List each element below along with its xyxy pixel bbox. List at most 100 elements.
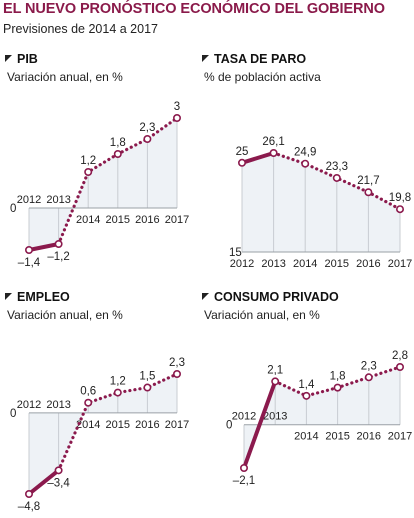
panel-title: TASA DE PARO — [202, 52, 306, 66]
data-point-2016 — [364, 188, 373, 197]
panel-subtitle: Variación anual, en % — [7, 70, 123, 84]
data-point-2015 — [333, 383, 342, 392]
x-tick-label-2012: 2012 — [17, 399, 41, 411]
area-fill — [242, 153, 400, 252]
series-line-observed — [242, 379, 278, 470]
data-point-2013 — [269, 149, 278, 158]
data-label-2017: 19,8 — [389, 192, 411, 204]
area-fill — [29, 374, 177, 494]
triangle-icon — [5, 293, 12, 300]
data-label-2017: 2,8 — [392, 350, 408, 362]
data-point-2017 — [173, 113, 182, 122]
triangle-icon — [5, 55, 12, 62]
data-point-2015 — [113, 150, 122, 159]
data-point-2015 — [332, 173, 341, 182]
x-tick-label-2017: 2017 — [165, 419, 189, 431]
data-label-2014: 24,9 — [294, 147, 316, 159]
data-label-2014: 1,2 — [80, 155, 96, 167]
panel-title-text: TASA DE PARO — [214, 52, 307, 66]
data-point-2014 — [84, 168, 93, 177]
x-tick-label-2016: 2016 — [356, 258, 380, 270]
x-tick-label-2015: 2015 — [325, 258, 349, 270]
data-label-2013: –3,4 — [47, 477, 70, 489]
data-label-2013: 2,1 — [267, 364, 283, 376]
x-tick-label-2017: 2017 — [388, 258, 412, 270]
x-tick-label-2014: 2014 — [293, 258, 317, 270]
panel-title: EMPLEO — [5, 290, 70, 304]
panel-title-text: CONSUMO PRIVADO — [214, 290, 339, 304]
data-label-2014: 1,4 — [298, 379, 315, 391]
panel-title: CONSUMO PRIVADO — [202, 290, 339, 304]
data-point-2014 — [84, 398, 93, 407]
x-tick-label-2012: 2012 — [17, 194, 41, 206]
x-tick-label-2013: 2013 — [46, 399, 70, 411]
page-subtitle: Previsiones de 2014 a 2017 — [3, 22, 158, 36]
data-point-2015 — [113, 388, 122, 397]
x-tick-label-2013: 2013 — [263, 411, 287, 423]
baseline-label: 0 — [10, 203, 16, 215]
data-point-2013 — [54, 466, 63, 475]
data-point-2017 — [396, 363, 405, 372]
data-point-2012 — [24, 246, 33, 255]
data-label-2012: –1,4 — [18, 257, 41, 269]
area-fill — [29, 118, 177, 250]
data-point-2012 — [239, 464, 248, 473]
series-line-observed — [27, 468, 61, 496]
data-label-2012: –4,8 — [18, 501, 40, 513]
x-tick-label-2014: 2014 — [76, 419, 100, 431]
data-point-2016 — [364, 373, 373, 382]
data-label-2014: 0,6 — [80, 386, 96, 398]
data-point-2012 — [237, 158, 246, 167]
data-label-2015: 1,8 — [110, 137, 126, 149]
data-point-2014 — [302, 391, 311, 400]
data-point-2016 — [143, 383, 152, 392]
x-tick-label-2012: 2012 — [232, 411, 256, 423]
x-tick-label-2016: 2016 — [135, 419, 159, 431]
baseline-label: 15 — [229, 247, 242, 259]
data-label-2017: 3 — [174, 101, 180, 113]
x-tick-label-2013: 2013 — [261, 258, 285, 270]
baseline-label: 0 — [10, 408, 16, 420]
data-point-2012 — [24, 490, 33, 499]
x-tick-label-2012: 2012 — [230, 258, 254, 270]
data-label-2017: 2,3 — [169, 357, 185, 369]
panel-subtitle: Variación anual, en % — [204, 308, 320, 322]
x-tick-label-2017: 2017 — [165, 214, 189, 226]
panel-subtitle: % de población activa — [204, 70, 321, 84]
data-point-2016 — [143, 135, 152, 144]
triangle-icon — [202, 55, 209, 62]
data-label-2016: 1,5 — [139, 371, 155, 383]
data-label-2012: 25 — [236, 146, 249, 158]
panel-title-text: EMPLEO — [17, 290, 70, 304]
data-label-2012: –2,1 — [233, 475, 255, 487]
x-tick-label-2015: 2015 — [106, 214, 130, 226]
x-tick-label-2014: 2014 — [76, 214, 100, 226]
data-label-2016: 2,3 — [361, 360, 377, 372]
data-point-2014 — [301, 159, 310, 168]
page-title: EL NUEVO PRONÓSTICO ECONÓMICO DEL GOBIER… — [3, 1, 385, 17]
chart-panel-tasa-de-paro: TASA DE PARO % de población activa 15 201… — [202, 52, 412, 272]
data-point-2013 — [271, 377, 280, 386]
baseline-label: 0 — [226, 420, 232, 432]
data-label-2013: –1,2 — [47, 251, 69, 263]
x-tick-label-2017: 2017 — [388, 431, 412, 443]
x-tick-label-2016: 2016 — [135, 214, 159, 226]
data-label-2016: 2,3 — [139, 122, 155, 134]
series-line-observed — [240, 151, 276, 165]
x-tick-label-2015: 2015 — [106, 419, 130, 431]
data-label-2013: 26,1 — [262, 136, 284, 148]
series-line-observed — [27, 242, 61, 252]
x-tick-label-2016: 2016 — [357, 431, 381, 443]
data-label-2016: 21,7 — [357, 175, 379, 187]
data-point-2017 — [396, 205, 405, 214]
chart-panel-empleo: EMPLEO Variación anual, en % 0 2012 2013 20… — [5, 290, 195, 515]
data-label-2015: 1,8 — [330, 371, 346, 383]
panel-title: PIB — [5, 52, 38, 66]
area-fill — [244, 367, 400, 468]
panel-title-text: PIB — [17, 52, 38, 66]
x-tick-label-2015: 2015 — [325, 431, 349, 443]
